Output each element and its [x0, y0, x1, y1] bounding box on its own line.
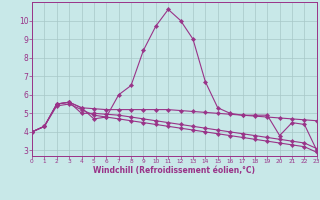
- X-axis label: Windchill (Refroidissement éolien,°C): Windchill (Refroidissement éolien,°C): [93, 166, 255, 175]
